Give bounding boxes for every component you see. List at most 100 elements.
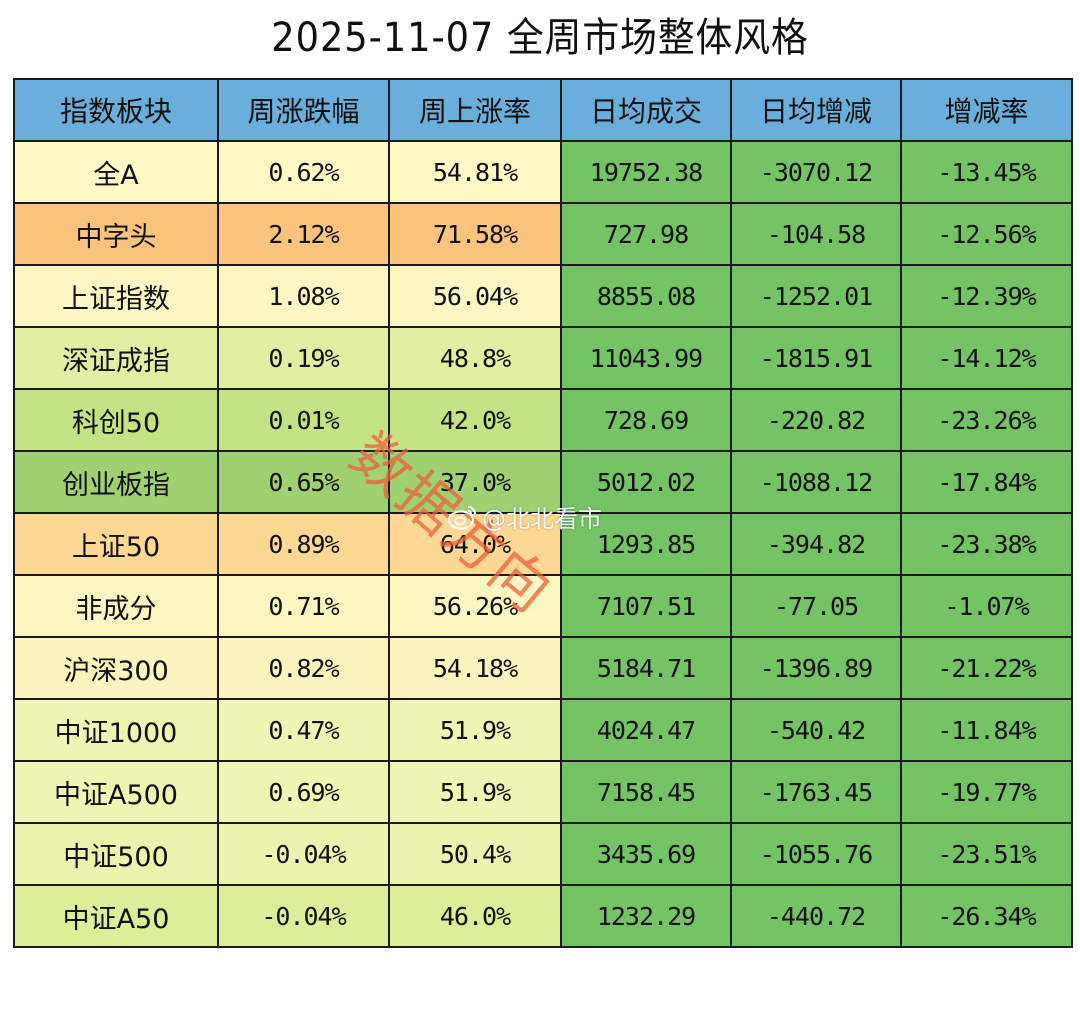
table-row: 深证成指 0.19% 48.8% 11043.99 -1815.91 -14.1… [13,326,1073,390]
market-style-table: 指数板块 周涨跌幅 周上涨率 日均成交 日均增减 增减率 全A 0.62% 54… [13,78,1073,948]
avg-daily-delta-cell: -394.82 [730,512,902,576]
weekly-change-cell: 0.01% [217,388,390,452]
table-row: 上证指数 1.08% 56.04% 8855.08 -1252.01 -12.3… [13,264,1073,328]
table-row: 全A 0.62% 54.81% 19752.38 -3070.12 -13.45… [13,140,1073,204]
delta-rate-cell: -23.38% [900,512,1073,576]
avg-daily-turnover-cell: 19752.38 [560,140,732,204]
avg-daily-turnover-cell: 1293.85 [560,512,732,576]
weekly-change-cell: -0.04% [217,822,390,886]
delta-rate-cell: -12.39% [900,264,1073,328]
delta-rate-cell: -14.12% [900,326,1073,390]
weekly-change-cell: 0.71% [217,574,390,638]
weekly-change-cell: 0.69% [217,760,390,824]
weekly-up-rate-cell: 56.26% [388,574,562,638]
column-header-index-sector: 指数板块 [13,78,219,142]
weekly-change-cell: -0.04% [217,884,390,948]
table-row: 中字头 2.12% 71.58% 727.98 -104.58 -12.56% [13,202,1073,266]
index-name-cell: 中证A50 [13,884,219,948]
avg-daily-turnover-cell: 5184.71 [560,636,732,700]
avg-daily-delta-cell: -440.72 [730,884,902,948]
index-name-cell: 创业板指 [13,450,219,514]
table-row: 中证500 -0.04% 50.4% 3435.69 -1055.76 -23.… [13,822,1073,886]
index-name-cell: 中证1000 [13,698,219,762]
avg-daily-delta-cell: -1088.12 [730,450,902,514]
avg-daily-delta-cell: -1815.91 [730,326,902,390]
avg-daily-turnover-cell: 7158.45 [560,760,732,824]
avg-daily-delta-cell: -1763.45 [730,760,902,824]
avg-daily-delta-cell: -1055.76 [730,822,902,886]
index-name-cell: 中证A500 [13,760,219,824]
weekly-up-rate-cell: 71.58% [388,202,562,266]
table-header-row: 指数板块 周涨跌幅 周上涨率 日均成交 日均增减 增减率 [13,78,1073,142]
index-name-cell: 沪深300 [13,636,219,700]
index-name-cell: 非成分 [13,574,219,638]
index-name-cell: 全A [13,140,219,204]
weekly-up-rate-cell: 54.81% [388,140,562,204]
index-name-cell: 深证成指 [13,326,219,390]
avg-daily-delta-cell: -3070.12 [730,140,902,204]
weekly-change-cell: 0.65% [217,450,390,514]
column-header-avg-daily-turnover: 日均成交 [560,78,732,142]
table-row: 创业板指 0.65% 37.0% 5012.02 -1088.12 -17.84… [13,450,1073,514]
avg-daily-delta-cell: -220.82 [730,388,902,452]
delta-rate-cell: -13.45% [900,140,1073,204]
delta-rate-cell: -19.77% [900,760,1073,824]
weekly-up-rate-cell: 64.0% [388,512,562,576]
index-name-cell: 上证50 [13,512,219,576]
weekly-up-rate-cell: 48.8% [388,326,562,390]
index-name-cell: 中证500 [13,822,219,886]
delta-rate-cell: -1.07% [900,574,1073,638]
weekly-change-cell: 0.82% [217,636,390,700]
column-header-weekly-up-rate: 周上涨率 [388,78,562,142]
weekly-change-cell: 0.89% [217,512,390,576]
avg-daily-turnover-cell: 5012.02 [560,450,732,514]
avg-daily-delta-cell: -104.58 [730,202,902,266]
index-name-cell: 中字头 [13,202,219,266]
weekly-change-cell: 0.62% [217,140,390,204]
weekly-up-rate-cell: 51.9% [388,760,562,824]
weekly-change-cell: 2.12% [217,202,390,266]
index-name-cell: 上证指数 [13,264,219,328]
weekly-up-rate-cell: 42.0% [388,388,562,452]
avg-daily-turnover-cell: 8855.08 [560,264,732,328]
delta-rate-cell: -26.34% [900,884,1073,948]
avg-daily-delta-cell: -1396.89 [730,636,902,700]
avg-daily-turnover-cell: 3435.69 [560,822,732,886]
weekly-up-rate-cell: 37.0% [388,450,562,514]
avg-daily-turnover-cell: 4024.47 [560,698,732,762]
weekly-change-cell: 1.08% [217,264,390,328]
avg-daily-delta-cell: -1252.01 [730,264,902,328]
weekly-up-rate-cell: 54.18% [388,636,562,700]
delta-rate-cell: -17.84% [900,450,1073,514]
column-header-delta-rate: 增减率 [900,78,1073,142]
delta-rate-cell: -11.84% [900,698,1073,762]
weekly-change-cell: 0.19% [217,326,390,390]
weekly-up-rate-cell: 56.04% [388,264,562,328]
table-row: 中证1000 0.47% 51.9% 4024.47 -540.42 -11.8… [13,698,1073,762]
delta-rate-cell: -12.56% [900,202,1073,266]
weekly-up-rate-cell: 50.4% [388,822,562,886]
avg-daily-delta-cell: -77.05 [730,574,902,638]
index-name-cell: 科创50 [13,388,219,452]
avg-daily-turnover-cell: 727.98 [560,202,732,266]
table-row: 沪深300 0.82% 54.18% 5184.71 -1396.89 -21.… [13,636,1073,700]
delta-rate-cell: -21.22% [900,636,1073,700]
avg-daily-turnover-cell: 11043.99 [560,326,732,390]
avg-daily-turnover-cell: 7107.51 [560,574,732,638]
avg-daily-delta-cell: -540.42 [730,698,902,762]
weekly-up-rate-cell: 51.9% [388,698,562,762]
table-row: 中证A50 -0.04% 46.0% 1232.29 -440.72 -26.3… [13,884,1073,948]
weekly-change-cell: 0.47% [217,698,390,762]
table-row: 中证A500 0.69% 51.9% 7158.45 -1763.45 -19.… [13,760,1073,824]
delta-rate-cell: -23.26% [900,388,1073,452]
weekly-up-rate-cell: 46.0% [388,884,562,948]
table-row: 科创50 0.01% 42.0% 728.69 -220.82 -23.26% [13,388,1073,452]
table-row: 上证50 0.89% 64.0% 1293.85 -394.82 -23.38% [13,512,1073,576]
delta-rate-cell: -23.51% [900,822,1073,886]
avg-daily-turnover-cell: 728.69 [560,388,732,452]
column-header-weekly-change: 周涨跌幅 [217,78,390,142]
avg-daily-turnover-cell: 1232.29 [560,884,732,948]
table-row: 非成分 0.71% 56.26% 7107.51 -77.05 -1.07% [13,574,1073,638]
column-header-avg-daily-delta: 日均增减 [730,78,902,142]
page-title: 2025-11-07 全周市场整体风格 [271,15,809,61]
